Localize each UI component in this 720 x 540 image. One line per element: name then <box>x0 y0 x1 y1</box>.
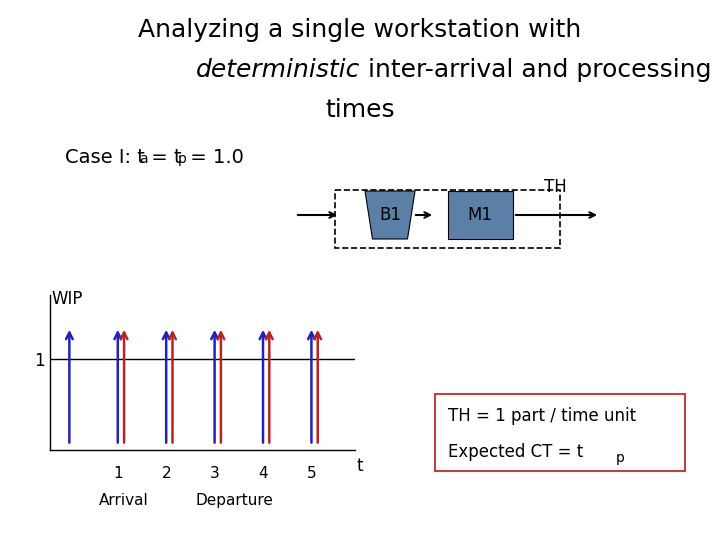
Text: = t: = t <box>145 148 181 167</box>
Text: 2: 2 <box>161 467 171 482</box>
Text: p: p <box>178 152 187 166</box>
Text: 3: 3 <box>210 467 220 482</box>
Bar <box>448 191 513 239</box>
Text: = 1.0: = 1.0 <box>184 148 244 167</box>
Text: times: times <box>325 98 395 122</box>
Polygon shape <box>365 191 415 239</box>
Text: inter-arrival and processing: inter-arrival and processing <box>360 58 711 82</box>
Text: p: p <box>616 451 625 465</box>
Text: 1: 1 <box>113 467 122 482</box>
Text: Arrival: Arrival <box>99 492 148 508</box>
Text: B1: B1 <box>379 206 401 224</box>
Text: TH: TH <box>544 178 567 196</box>
Text: 5: 5 <box>307 467 316 482</box>
Text: Case I: t: Case I: t <box>65 148 145 167</box>
Text: WIP: WIP <box>51 291 83 308</box>
FancyBboxPatch shape <box>435 394 685 471</box>
Text: TH = 1 part / time unit: TH = 1 part / time unit <box>448 407 636 425</box>
Text: 4: 4 <box>258 467 268 482</box>
Text: Analyzing a single workstation with: Analyzing a single workstation with <box>138 18 582 42</box>
Text: a: a <box>139 152 148 166</box>
Text: deterministic: deterministic <box>196 58 360 82</box>
Text: t: t <box>356 457 363 475</box>
Text: M1: M1 <box>467 206 492 224</box>
Text: Expected CT = t: Expected CT = t <box>448 443 583 461</box>
Text: Departure: Departure <box>195 492 273 508</box>
